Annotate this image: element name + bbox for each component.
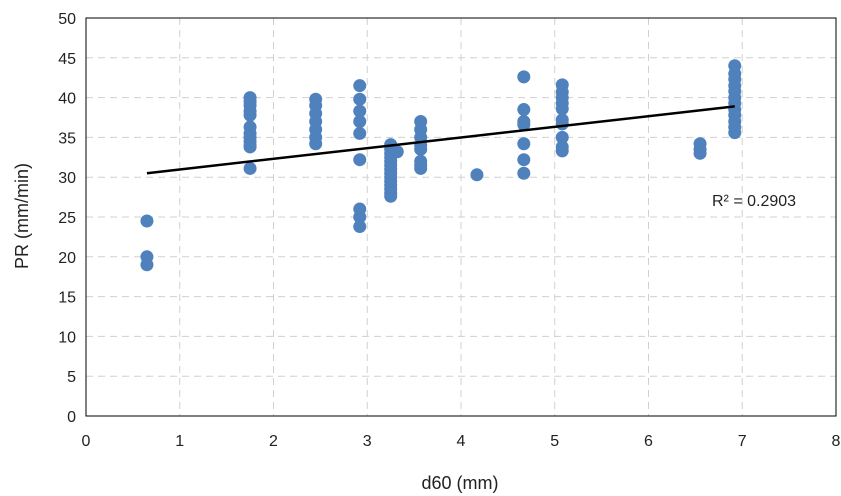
data-point bbox=[243, 108, 257, 122]
data-point bbox=[309, 137, 323, 151]
data-point bbox=[384, 189, 398, 203]
data-point bbox=[353, 126, 367, 140]
data-point bbox=[555, 117, 569, 131]
data-point bbox=[140, 214, 154, 228]
y-tick-label: 5 bbox=[67, 369, 76, 386]
data-point bbox=[353, 79, 367, 93]
x-tick-label: 6 bbox=[644, 433, 653, 450]
y-axis-title: PR (mm/min) bbox=[12, 163, 32, 269]
r-squared-annotation: R² = 0.2903 bbox=[712, 193, 796, 210]
data-points bbox=[140, 59, 742, 272]
data-point bbox=[353, 210, 367, 224]
data-point bbox=[353, 92, 367, 106]
y-tick-label: 30 bbox=[58, 170, 76, 187]
y-tick-label: 50 bbox=[58, 11, 76, 28]
gridlines bbox=[86, 18, 836, 416]
y-tick-label: 25 bbox=[58, 210, 76, 227]
data-point bbox=[414, 161, 428, 175]
x-tick-label: 8 bbox=[832, 433, 841, 450]
data-point bbox=[353, 153, 367, 167]
trendline bbox=[146, 105, 735, 175]
data-point bbox=[353, 104, 367, 118]
plot-area-border bbox=[85, 17, 837, 417]
data-point bbox=[470, 168, 484, 182]
y-tick-label: 35 bbox=[58, 130, 76, 147]
data-point bbox=[728, 126, 742, 140]
y-tick-label: 20 bbox=[58, 250, 76, 267]
data-point bbox=[517, 70, 531, 84]
data-point bbox=[555, 144, 569, 158]
data-point bbox=[414, 142, 428, 156]
x-tick-label: 5 bbox=[550, 433, 559, 450]
data-point bbox=[517, 166, 531, 180]
y-tick-label: 40 bbox=[58, 91, 76, 108]
data-point bbox=[353, 114, 367, 128]
data-point bbox=[517, 153, 531, 167]
y-tick-label: 0 bbox=[67, 409, 76, 426]
x-tick-label: 0 bbox=[82, 433, 91, 450]
data-point bbox=[517, 103, 531, 117]
data-point bbox=[140, 258, 154, 272]
data-point bbox=[693, 146, 707, 160]
x-tick-label: 3 bbox=[363, 433, 372, 450]
data-point bbox=[517, 137, 531, 151]
data-point bbox=[243, 140, 257, 154]
data-point bbox=[353, 220, 367, 234]
x-tick-label: 4 bbox=[457, 433, 466, 450]
data-point bbox=[243, 161, 257, 175]
x-tick-label: 7 bbox=[738, 433, 747, 450]
data-point bbox=[555, 130, 569, 144]
data-point bbox=[390, 145, 404, 159]
y-tick-label: 10 bbox=[58, 329, 76, 346]
x-tick-label: 2 bbox=[269, 433, 278, 450]
x-axis-title: d60 (mm) bbox=[421, 473, 498, 493]
data-point bbox=[555, 102, 569, 116]
x-tick-label: 1 bbox=[175, 433, 184, 450]
data-point bbox=[517, 118, 531, 132]
y-tick-label: 15 bbox=[58, 290, 76, 307]
y-tick-label: 45 bbox=[58, 51, 76, 68]
